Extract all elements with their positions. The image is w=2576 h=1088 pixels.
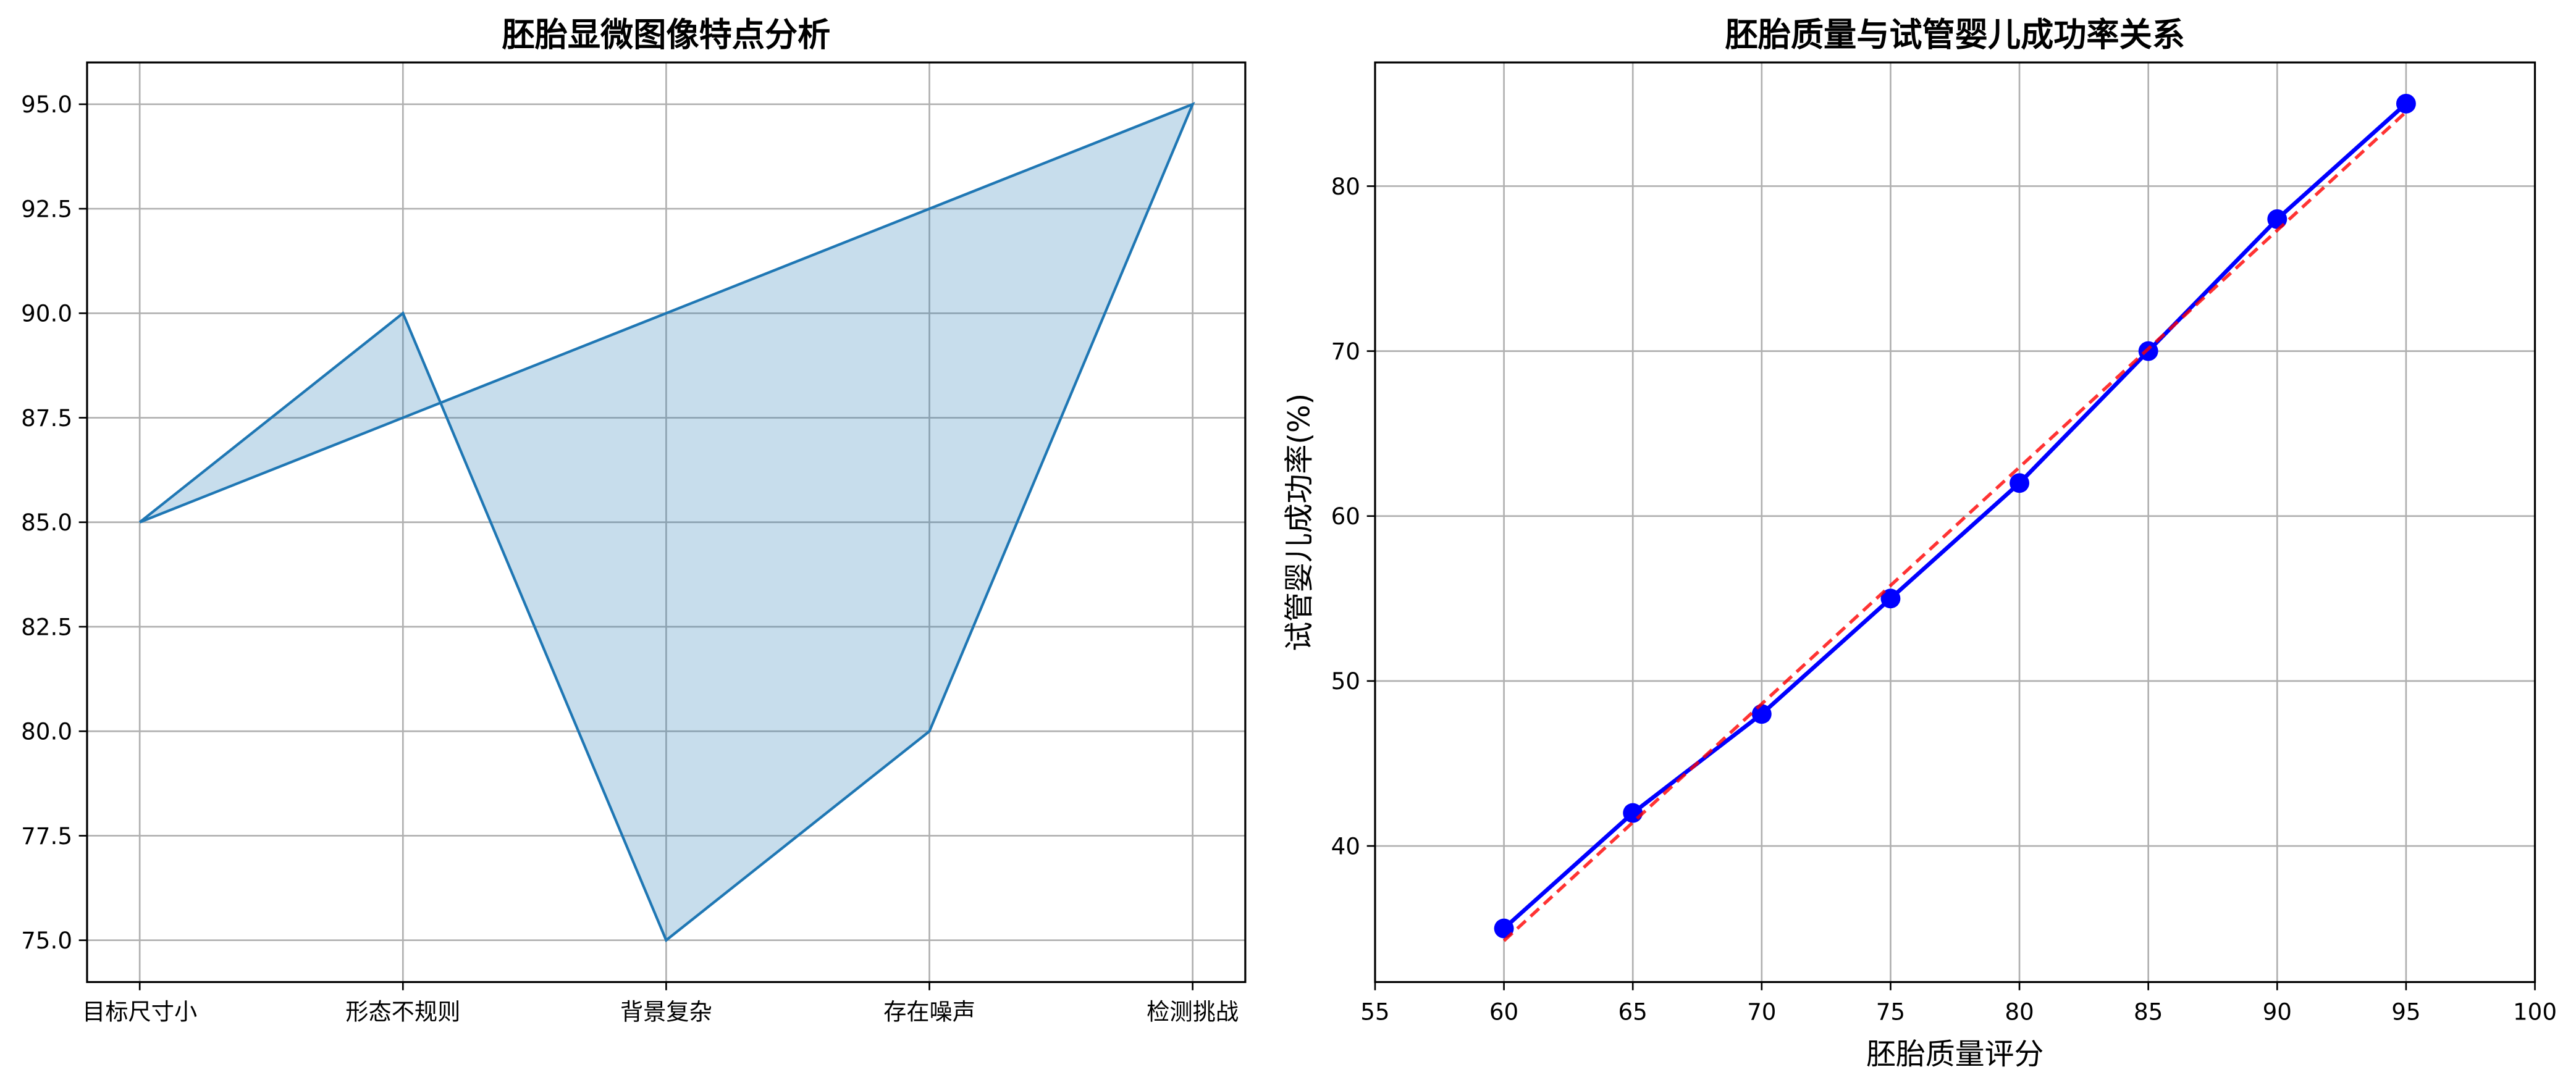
y-tick-label: 87.5 (21, 404, 72, 432)
y-tick-label: 77.5 (21, 822, 72, 850)
point (1880, 588, 1901, 609)
y-tick-label: 75.0 (21, 927, 72, 954)
area-line (138, 101, 1195, 943)
x-tick-label: 检测挑战 (1147, 998, 1239, 1026)
point (2010, 473, 2029, 493)
point (1494, 918, 1514, 939)
x-tick-label: 95 (2391, 998, 2420, 1026)
x-tick-label: 存在噪声 (883, 998, 975, 1026)
x-tick-label: 形态不规则 (345, 998, 460, 1026)
y-tick-label: 82.5 (21, 613, 72, 640)
chart-title: 胚胎显微图像特点分析 (502, 16, 831, 54)
x-tick-label: 80 (2005, 998, 2034, 1026)
x-tick-label: 60 (1489, 998, 1518, 1026)
y-tick-label: 85.0 (21, 509, 72, 536)
x-tick-label: 70 (1747, 998, 1776, 1026)
y-tick-label: 60 (1331, 503, 1360, 530)
plot-frame (1374, 61, 2536, 984)
x-tick-label: 55 (1360, 998, 1389, 1026)
x-axis-label: 胚胎质量评分 (1866, 1037, 2044, 1071)
point (1751, 704, 1772, 724)
x-tick-label: 目标尺寸小 (82, 998, 197, 1026)
y-tick-label: 80.0 (21, 718, 72, 745)
x-tick-label: 65 (1618, 998, 1647, 1026)
point (2396, 93, 2416, 114)
line (1502, 102, 2408, 931)
y-tick-label: 95.0 (21, 91, 72, 118)
y-tick-label: 50 (1331, 667, 1360, 695)
plot-frame (86, 61, 1247, 984)
point (1623, 803, 1643, 823)
line (1502, 111, 2407, 942)
y-tick-label: 90.0 (21, 300, 72, 327)
x-tick-label: 90 (2263, 998, 2292, 1026)
y-tick-label: 70 (1331, 338, 1360, 365)
x-tick-label: 85 (2134, 998, 2163, 1026)
chart-title: 胚胎质量与试管婴儿成功率关系 (1725, 16, 2185, 54)
x-tick-label: 背景复杂 (620, 998, 712, 1026)
point (2138, 341, 2158, 361)
y-tick-label: 40 (1331, 832, 1360, 860)
x-tick-label: 100 (2513, 998, 2557, 1026)
y-tick-label: 80 (1331, 173, 1360, 200)
y-tick-label: 92.5 (21, 195, 72, 222)
y-axis-label: 试管婴儿成功率(%) (1283, 393, 1317, 651)
x-tick-label: 75 (1876, 998, 1905, 1026)
